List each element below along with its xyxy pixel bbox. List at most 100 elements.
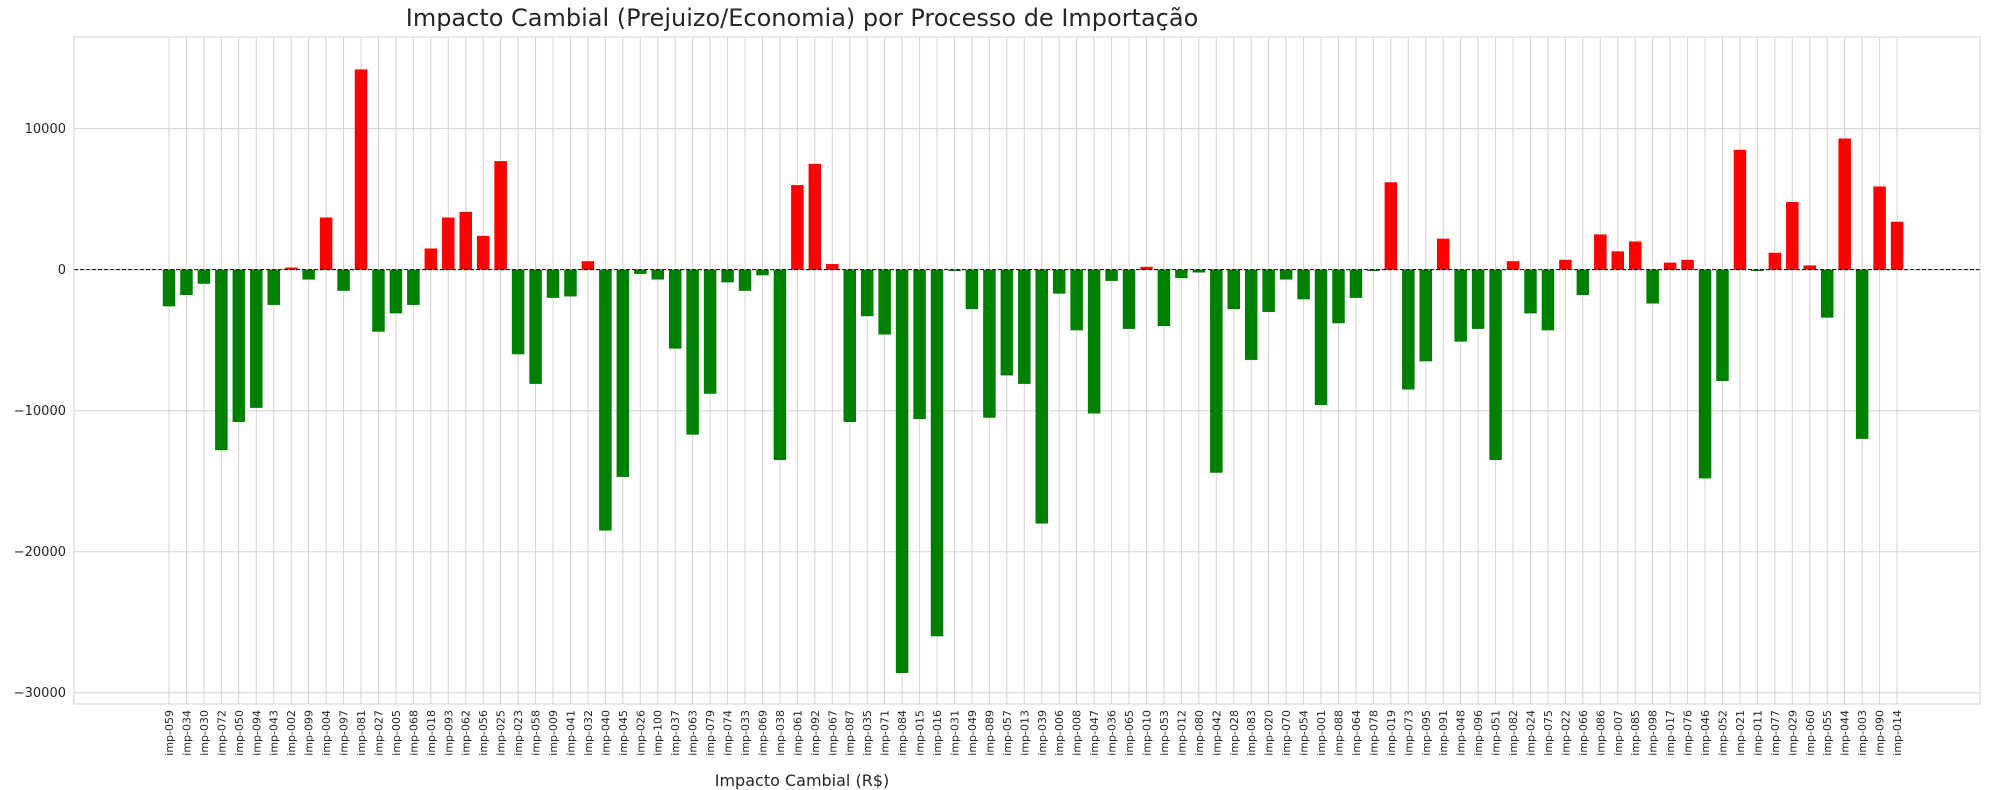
- bar: [1576, 269, 1590, 296]
- bar: [878, 269, 891, 335]
- x-tick-label: imp-017: [1664, 710, 1677, 756]
- bar: [1890, 221, 1904, 270]
- x-tick-label: imp-092: [809, 710, 822, 756]
- x-tick-label: imp-065: [1123, 710, 1136, 756]
- bar: [1175, 269, 1188, 279]
- x-tick-label: imp-096: [1472, 710, 1485, 756]
- x-tick-label: imp-075: [1542, 710, 1555, 756]
- bar: [1349, 269, 1363, 298]
- bar: [1454, 269, 1467, 342]
- x-tick-label: imp-041: [564, 710, 577, 756]
- x-tick-label: imp-002: [285, 710, 298, 756]
- x-tick-label: imp-079: [704, 710, 717, 756]
- x-tick-label: imp-022: [1559, 710, 1572, 756]
- x-tick-label: imp-019: [1385, 710, 1398, 756]
- bar: [232, 269, 246, 422]
- y-tick-label: 10000: [25, 122, 66, 137]
- x-tick-label: imp-099: [303, 710, 316, 756]
- x-tick-label: imp-009: [547, 710, 560, 756]
- grid-lines: [74, 37, 1980, 704]
- bar: [389, 269, 403, 314]
- bar: [372, 269, 385, 332]
- bar: [1157, 269, 1171, 327]
- x-tick-label: imp-052: [1716, 710, 1729, 756]
- x-tick-label: imp-047: [1088, 710, 1101, 756]
- x-tick-label: imp-010: [1140, 710, 1153, 756]
- x-tick-label: imp-044: [1839, 710, 1852, 756]
- bar: [1541, 269, 1555, 331]
- bar: [407, 269, 420, 305]
- bar: [459, 211, 472, 270]
- bar: [651, 269, 664, 280]
- bar: [1070, 269, 1083, 331]
- bar: [337, 269, 350, 291]
- plot-frame: [73, 36, 1981, 705]
- bar: [1768, 252, 1782, 270]
- bar: [284, 267, 298, 270]
- x-tick-label: imp-080: [1193, 710, 1206, 756]
- bar: [1733, 149, 1747, 270]
- bar: [1628, 241, 1642, 270]
- bar: [581, 261, 595, 270]
- x-tick-label: imp-066: [1577, 710, 1590, 756]
- x-tick-label: imp-020: [1263, 710, 1276, 756]
- bar: [1140, 266, 1153, 270]
- x-tick-label: imp-054: [1298, 710, 1311, 756]
- x-axis-label: Impacto Cambial (R$): [715, 771, 890, 790]
- bar: [1820, 269, 1834, 318]
- bar: [1332, 269, 1345, 324]
- bar: [1594, 234, 1607, 270]
- bar: [1471, 269, 1485, 329]
- bar: [319, 217, 333, 270]
- bar: [1227, 269, 1241, 310]
- x-tick-label: imp-006: [1053, 710, 1066, 756]
- y-tick-label: −20000: [14, 545, 66, 560]
- x-tick-label: imp-100: [652, 710, 665, 756]
- x-tick-label: imp-097: [338, 710, 351, 756]
- bar: [1279, 269, 1293, 280]
- x-tick-label: imp-049: [966, 710, 979, 756]
- bars: [162, 69, 1904, 673]
- x-tick-label: imp-061: [791, 710, 804, 756]
- bar: [686, 269, 699, 435]
- bar: [302, 269, 315, 280]
- bar: [1419, 269, 1433, 362]
- x-tick-label: imp-014: [1891, 710, 1904, 756]
- x-tick-label: imp-032: [582, 710, 595, 756]
- bar: [1663, 262, 1677, 270]
- bar: [1297, 269, 1310, 300]
- x-tick-label: imp-038: [774, 710, 787, 756]
- x-tick-label: imp-091: [1437, 710, 1450, 756]
- bar: [564, 269, 577, 297]
- bar: [843, 269, 856, 422]
- x-tick-label: imp-007: [1612, 710, 1625, 756]
- bar: [1210, 269, 1223, 473]
- bar: [1105, 269, 1118, 281]
- bar: [1855, 269, 1869, 439]
- bar: [267, 269, 280, 305]
- y-tick-label: −10000: [14, 404, 66, 419]
- x-tick-label: imp-030: [198, 710, 211, 756]
- bar: [773, 269, 787, 461]
- bar: [1436, 238, 1450, 270]
- bar: [1524, 269, 1537, 314]
- x-tick-label: imp-056: [477, 710, 490, 756]
- x-tick-label: imp-024: [1524, 710, 1537, 756]
- x-tick-label: imp-027: [372, 710, 385, 756]
- bar: [616, 269, 630, 477]
- bar: [1506, 261, 1520, 270]
- x-tick-label: imp-095: [1420, 710, 1433, 756]
- bar: [1367, 269, 1380, 272]
- x-tick-label: imp-028: [1228, 710, 1241, 756]
- bar: [1646, 269, 1659, 304]
- x-tick-label: imp-045: [617, 710, 630, 756]
- x-tick-label: imp-037: [669, 710, 682, 756]
- x-tick-label: imp-081: [355, 710, 368, 756]
- x-tick-label: imp-050: [233, 710, 246, 756]
- x-tick-label: imp-013: [1018, 710, 1031, 756]
- bar: [826, 264, 839, 270]
- x-tick-label: imp-076: [1682, 710, 1695, 756]
- x-tick-label: imp-008: [1071, 710, 1084, 756]
- x-tick-label: imp-083: [1245, 710, 1258, 756]
- bar: [1751, 269, 1764, 272]
